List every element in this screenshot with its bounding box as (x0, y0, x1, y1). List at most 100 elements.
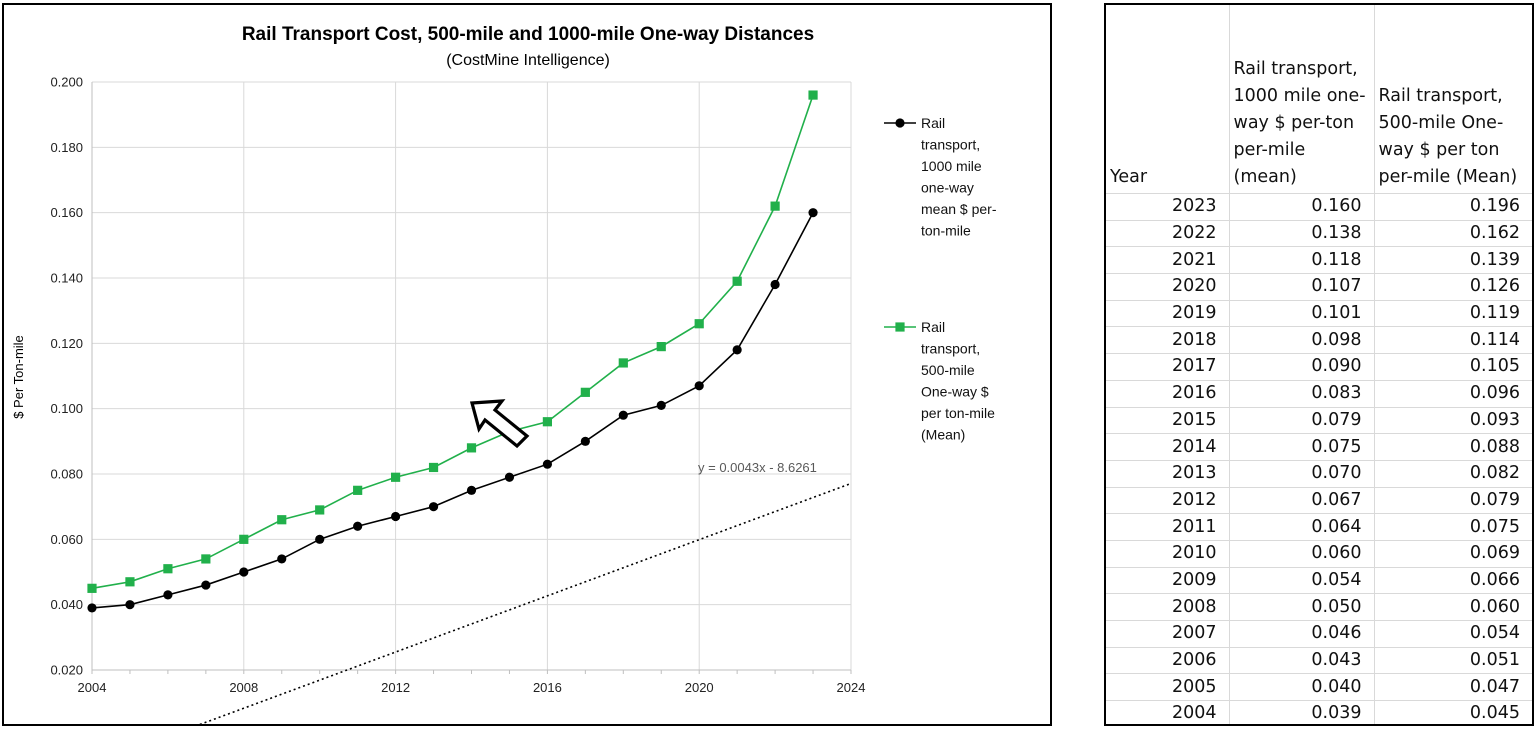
table-row: 2020 0.107 0.126 (1106, 273, 1532, 301)
legend-item: Rail transport, 1000 mile one-way mean $ per… (884, 115, 997, 239)
y-tick-label: 0.120 (50, 336, 83, 351)
legend-item: Rail transport, 500-mile One-way $ per ton-m… (884, 319, 995, 443)
table-row: 2009 0.054 0.066 (1106, 567, 1532, 595)
cell-year: 2010 (1106, 540, 1230, 568)
y-tick-label: 0.140 (50, 271, 83, 286)
x-tick-label: 2020 (685, 680, 714, 695)
cell-1000-mile-cost: 0.098 (1229, 326, 1375, 355)
cell-1000-mile-cost: 0.064 (1229, 513, 1375, 541)
series-1000-mile (87, 208, 818, 613)
table-row: 2005 0.040 0.047 (1106, 673, 1532, 702)
column-header-1000-mile: Rail transport, 1000 mile one-way $ per-… (1229, 5, 1375, 194)
cell-1000-mile-cost: 0.138 (1229, 220, 1375, 248)
cell-500-mile-cost: 0.126 (1374, 273, 1532, 301)
legend-label-line: One-way $ (921, 384, 989, 400)
legend-label-line: per ton-mile (921, 405, 995, 421)
legend-label-line: Rail (921, 115, 945, 131)
data-point (353, 521, 363, 531)
chart-title: Rail Transport Cost, 500-mile and 1000-m… (242, 24, 814, 45)
cell-year: 2018 (1106, 326, 1230, 355)
data-point (618, 410, 628, 420)
annotation-arrow (469, 399, 530, 449)
y-axis-label: $ Per Ton-mile (11, 335, 26, 419)
cell-1000-mile-cost: 0.083 (1229, 380, 1375, 408)
cell-1000-mile-cost: 0.046 (1229, 620, 1375, 648)
table-row: 2019 0.101 0.119 (1106, 300, 1532, 328)
table-row: 2012 0.067 0.079 (1106, 487, 1532, 515)
cell-year: 2022 (1106, 220, 1230, 248)
x-tick-label: 2012 (381, 680, 410, 695)
cell-year: 2006 (1106, 647, 1230, 675)
cell-500-mile-cost: 0.082 (1374, 460, 1532, 488)
table-row: 2007 0.046 0.054 (1106, 620, 1532, 648)
table-row: 2018 0.098 0.114 (1106, 326, 1532, 355)
data-point (353, 485, 363, 495)
cell-1000-mile-cost: 0.039 (1229, 700, 1375, 724)
y-tick-label: 0.080 (50, 467, 83, 482)
cell-year: 2017 (1106, 353, 1230, 381)
data-point (391, 511, 401, 522)
data-point (732, 276, 742, 286)
x-tick-label: 2024 (837, 680, 866, 695)
data-point (618, 358, 628, 368)
data-table: Year Rail transport, 1000 mile one-way $… (1106, 5, 1532, 724)
table-row: 2021 0.118 0.139 (1106, 246, 1532, 275)
table-row: 2014 0.075 0.088 (1106, 433, 1532, 461)
table-row: 2004 0.039 0.045 (1106, 700, 1532, 724)
legend-label-line: 1000 mile (921, 158, 982, 174)
data-point (732, 345, 742, 355)
data-point (125, 600, 135, 610)
cell-1000-mile-cost: 0.050 (1229, 593, 1375, 621)
cell-500-mile-cost: 0.162 (1374, 220, 1532, 248)
data-point (770, 201, 780, 211)
x-tick-label: 2004 (78, 680, 107, 695)
legend-label-line: Rail (921, 319, 945, 335)
cell-1000-mile-cost: 0.070 (1229, 460, 1375, 488)
cell-500-mile-cost: 0.139 (1374, 246, 1532, 275)
legend-label-line: transport, (921, 137, 980, 153)
cell-year: 2009 (1106, 567, 1230, 595)
table-row: 2016 0.083 0.096 (1106, 380, 1532, 408)
y-tick-label: 0.180 (50, 140, 83, 155)
cell-1000-mile-cost: 0.043 (1229, 647, 1375, 675)
cell-500-mile-cost: 0.054 (1374, 620, 1532, 648)
cell-500-mile-cost: 0.114 (1374, 326, 1532, 355)
cell-year: 2013 (1106, 460, 1230, 488)
cell-500-mile-cost: 0.105 (1374, 353, 1532, 381)
data-point (656, 400, 666, 410)
table-row: 2023 0.160 0.196 (1106, 193, 1532, 221)
cell-500-mile-cost: 0.096 (1374, 380, 1532, 408)
data-point (87, 583, 97, 593)
cell-year: 2021 (1106, 246, 1230, 275)
data-point (201, 580, 211, 590)
cell-1000-mile-cost: 0.060 (1229, 540, 1375, 568)
data-point (656, 342, 666, 352)
table-row: 2010 0.060 0.069 (1106, 540, 1532, 568)
trendline-equation: y = 0.0043x - 8.6261 (698, 460, 817, 475)
cell-year: 2015 (1106, 407, 1230, 435)
cell-year: 2019 (1106, 300, 1230, 328)
data-point (163, 564, 173, 574)
table-row: 2022 0.138 0.162 (1106, 220, 1532, 248)
table-row: 2011 0.064 0.075 (1106, 513, 1532, 541)
data-point (87, 603, 97, 613)
table-row: 2013 0.070 0.082 (1106, 460, 1532, 488)
column-header-year: Year (1106, 5, 1230, 194)
legend-label-line: 500-mile (921, 362, 975, 378)
data-point (808, 90, 818, 100)
cell-500-mile-cost: 0.060 (1374, 593, 1532, 621)
series-500-mile (87, 90, 818, 593)
legend-marker (895, 118, 905, 128)
y-tick-label: 0.060 (50, 532, 83, 547)
cell-1000-mile-cost: 0.090 (1229, 353, 1375, 381)
cell-500-mile-cost: 0.093 (1374, 407, 1532, 435)
legend-label-line: ton-mile (921, 223, 971, 239)
data-point (694, 381, 704, 391)
data-point (694, 319, 704, 329)
data-point (542, 459, 553, 469)
cell-1000-mile-cost: 0.160 (1229, 193, 1375, 221)
cell-1000-mile-cost: 0.075 (1229, 433, 1375, 461)
legend-label-line: transport, (921, 341, 980, 357)
cell-1000-mile-cost: 0.040 (1229, 673, 1375, 702)
table-row: 2008 0.050 0.060 (1106, 593, 1532, 621)
